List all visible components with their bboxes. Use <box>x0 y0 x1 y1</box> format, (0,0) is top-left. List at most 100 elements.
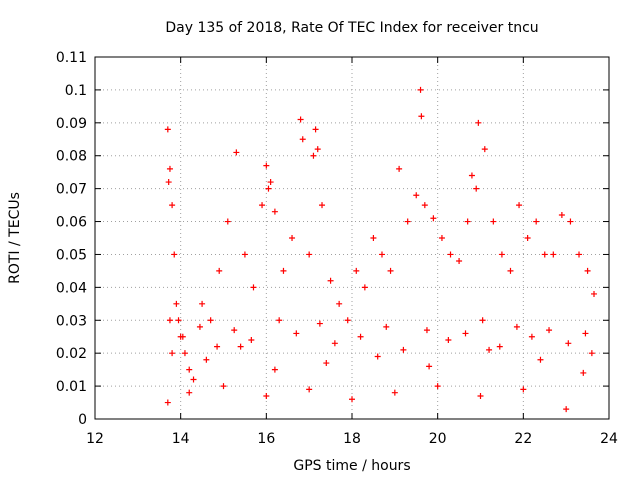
data-point <box>396 165 403 172</box>
y-tick-label: 0.07 <box>56 182 87 198</box>
data-point <box>481 146 488 153</box>
y-tick-label: 0.08 <box>56 149 87 165</box>
x-tick-label: 24 <box>600 431 618 447</box>
data-point <box>203 356 210 363</box>
data-point <box>445 337 452 344</box>
y-tick-label: 0.06 <box>56 215 87 231</box>
data-point <box>576 251 583 258</box>
data-points <box>164 86 598 413</box>
data-point <box>344 317 351 324</box>
data-point <box>299 136 306 143</box>
data-point <box>475 119 482 126</box>
data-point <box>271 208 278 215</box>
axis-ticks <box>94 56 610 420</box>
data-point <box>567 218 574 225</box>
data-point <box>207 317 214 324</box>
data-point <box>434 383 441 390</box>
data-point <box>353 267 360 274</box>
data-point <box>179 333 186 340</box>
y-tick-label: 0.01 <box>56 379 87 395</box>
data-point <box>316 320 323 327</box>
data-point <box>248 337 255 344</box>
data-point <box>383 323 390 330</box>
data-point <box>231 327 238 334</box>
data-point <box>224 218 231 225</box>
data-point <box>310 152 317 159</box>
data-point <box>214 343 221 350</box>
data-point <box>241 251 248 258</box>
data-point <box>331 340 338 347</box>
data-point <box>438 235 445 241</box>
data-point <box>327 277 334 284</box>
x-tick-labels: 12 14 16 18 20 22 24 <box>86 431 618 447</box>
x-tick-label: 20 <box>429 431 447 447</box>
data-point <box>312 126 319 133</box>
data-point <box>563 406 570 413</box>
data-point <box>370 235 377 241</box>
data-point <box>550 251 557 258</box>
data-point <box>541 251 548 258</box>
data-point <box>166 165 173 172</box>
x-tick-label: 18 <box>343 431 361 447</box>
data-point <box>280 267 287 274</box>
data-point <box>196 323 203 330</box>
data-point <box>165 179 172 186</box>
data-point <box>496 343 503 350</box>
data-point <box>418 113 425 120</box>
data-point <box>404 218 411 225</box>
data-point <box>468 172 475 179</box>
x-tick-label: 16 <box>257 431 275 447</box>
data-point <box>462 330 469 337</box>
data-point <box>516 202 523 209</box>
data-point <box>319 202 326 209</box>
y-tick-label: 0.11 <box>56 50 87 66</box>
data-point <box>190 376 197 383</box>
data-point <box>263 162 270 169</box>
data-point <box>349 396 355 403</box>
data-point <box>447 251 454 258</box>
x-tick-label: 14 <box>172 431 190 447</box>
data-point <box>267 179 274 186</box>
data-point <box>464 218 471 225</box>
y-tick-label: 0 <box>78 412 87 428</box>
data-point <box>426 363 433 370</box>
data-point <box>186 389 193 396</box>
data-point <box>259 202 266 209</box>
data-point <box>164 399 171 406</box>
data-point <box>387 267 394 274</box>
y-tick-label: 0.04 <box>56 280 87 296</box>
grid-lines <box>95 57 609 419</box>
data-point <box>323 360 330 367</box>
chart-title: Day 135 of 2018, Rate Of TEC Index for r… <box>165 20 538 36</box>
x-tick-label: 22 <box>514 431 532 447</box>
data-point <box>378 251 385 258</box>
data-point <box>186 366 193 373</box>
y-tick-label: 0.02 <box>56 346 87 362</box>
data-point <box>220 383 227 390</box>
x-axis-title: GPS time / hours <box>293 458 410 474</box>
data-point <box>361 284 368 291</box>
data-point <box>479 317 486 324</box>
data-point <box>430 215 437 222</box>
data-point <box>289 235 296 241</box>
data-point <box>181 350 188 357</box>
y-tick-labels: 0 0.01 0.02 0.03 0.04 0.05 0.06 0.07 0.08 0.09 0.1… <box>56 50 87 428</box>
data-point <box>421 202 428 209</box>
data-point <box>486 346 493 353</box>
data-point <box>171 251 178 258</box>
data-point <box>297 116 304 123</box>
data-point <box>456 258 463 265</box>
data-point <box>306 251 313 258</box>
data-point <box>175 317 182 324</box>
data-point <box>417 86 424 93</box>
y-tick-label: 0.1 <box>65 83 87 99</box>
data-point <box>314 146 321 153</box>
data-point <box>271 366 278 373</box>
y-tick-label: 0.05 <box>56 247 87 263</box>
data-point <box>582 330 589 337</box>
data-point <box>276 317 283 324</box>
data-point <box>250 284 257 291</box>
y-tick-label: 0.03 <box>56 313 87 329</box>
data-point <box>546 327 553 334</box>
